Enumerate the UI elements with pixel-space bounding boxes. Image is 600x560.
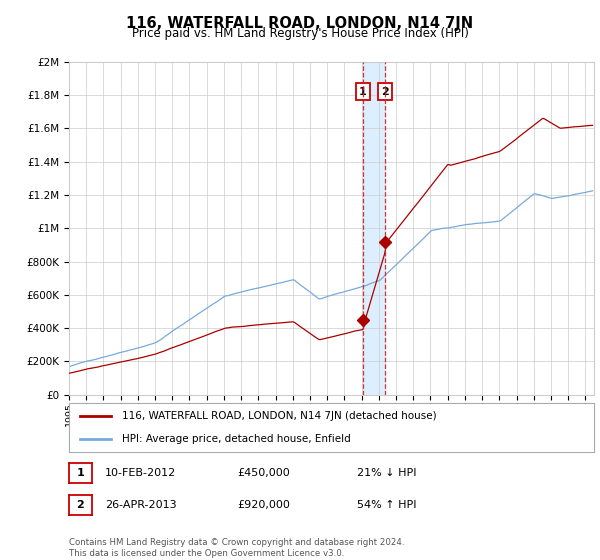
Text: 116, WATERFALL ROAD, LONDON, N14 7JN (detached house): 116, WATERFALL ROAD, LONDON, N14 7JN (de…	[121, 411, 436, 421]
Text: 2: 2	[380, 87, 388, 96]
Text: 54% ↑ HPI: 54% ↑ HPI	[357, 500, 416, 510]
Text: 1: 1	[77, 468, 84, 478]
Bar	[363, 62, 385, 395]
Text: Price paid vs. HM Land Registry's House Price Index (HPI): Price paid vs. HM Land Registry's House …	[131, 27, 469, 40]
Text: £920,000: £920,000	[237, 500, 290, 510]
Text: 116, WATERFALL ROAD, LONDON, N14 7JN: 116, WATERFALL ROAD, LONDON, N14 7JN	[127, 16, 473, 31]
Text: 10-FEB-2012: 10-FEB-2012	[105, 468, 176, 478]
Text: Contains HM Land Registry data © Crown copyright and database right 2024.
This d: Contains HM Land Registry data © Crown c…	[69, 538, 404, 558]
Text: 26-APR-2013: 26-APR-2013	[105, 500, 176, 510]
Text: 2: 2	[77, 500, 84, 510]
Text: £450,000: £450,000	[237, 468, 290, 478]
Text: 21% ↓ HPI: 21% ↓ HPI	[357, 468, 416, 478]
Text: HPI: Average price, detached house, Enfield: HPI: Average price, detached house, Enfi…	[121, 433, 350, 444]
Text: 1: 1	[359, 87, 367, 96]
